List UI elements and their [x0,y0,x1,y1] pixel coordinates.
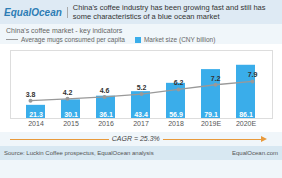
svg-text:6.2: 6.2 [174,79,184,86]
svg-text:36.1: 36.1 [99,111,113,118]
html-text:Market size (CNY billion): Market size (CNY billion) [144,36,216,43]
svg-text:7.9: 7.9 [248,71,258,78]
html-text:EqualOcean: EqualOcean [4,6,62,18]
svg-text:2017: 2017 [133,120,149,127]
svg-text:4.2: 4.2 [63,89,73,96]
html-text:EqualOcean.com: EqualOcean.com [232,150,278,156]
svg-text:2019E: 2019E [201,120,222,127]
html-text:China's coffee industry has be: China's coffee industry has been growing… [72,3,266,21]
svg-text:2014: 2014 [28,120,44,127]
svg-text:2016: 2016 [98,120,114,127]
html-text:Source: Luckin Coffee prospect: Source: Luckin Coffee prospectus, EqualO… [4,150,154,156]
svg-text:3.8: 3.8 [26,91,36,98]
svg-text:7.2: 7.2 [211,75,221,82]
svg-text:30.1: 30.1 [64,111,78,118]
svg-text:56.9: 56.9 [169,111,183,118]
svg-text:2018: 2018 [168,120,184,127]
svg-text:43.4: 43.4 [134,111,148,118]
html-text:China's coffee market - key in: China's coffee market - key indicators [6,27,123,34]
svg-text:2015: 2015 [63,120,79,127]
svg-text:79.1: 79.1 [204,111,218,118]
svg-text:86.1: 86.1 [239,111,253,118]
svg-text:4.6: 4.6 [100,87,110,94]
svg-text:21.3: 21.3 [29,111,43,118]
svg-text:5.2: 5.2 [137,84,147,91]
svg-text:2020E: 2020E [236,120,257,127]
html-text:Average mugs consumed per capi: Average mugs consumed per capita [21,36,125,43]
html-text:CAGR = 25.3%: CAGR = 25.3% [111,135,160,142]
